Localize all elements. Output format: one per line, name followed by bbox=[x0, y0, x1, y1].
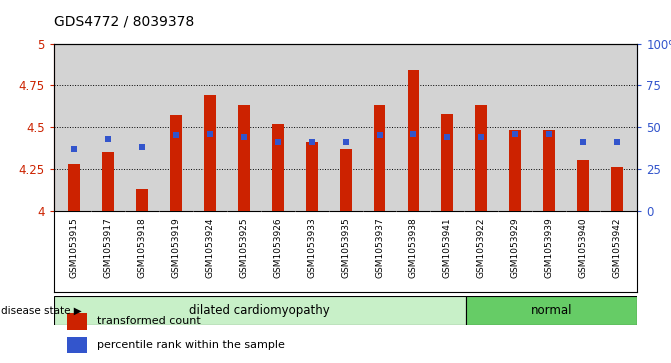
Text: GSM1053922: GSM1053922 bbox=[477, 217, 486, 278]
Bar bbox=[67, 313, 87, 330]
FancyBboxPatch shape bbox=[466, 296, 637, 325]
Bar bbox=[170, 115, 182, 211]
Bar bbox=[68, 164, 80, 211]
Text: GSM1053929: GSM1053929 bbox=[511, 217, 520, 278]
Bar bbox=[611, 167, 623, 211]
Bar bbox=[407, 70, 419, 211]
Text: normal: normal bbox=[531, 304, 572, 317]
Bar bbox=[136, 189, 148, 211]
Bar bbox=[544, 130, 555, 211]
Bar bbox=[374, 105, 385, 211]
Bar bbox=[577, 160, 589, 211]
Bar bbox=[67, 337, 87, 354]
Text: dilated cardiomyopathy: dilated cardiomyopathy bbox=[189, 304, 330, 317]
Text: GSM1053939: GSM1053939 bbox=[545, 217, 554, 278]
Text: GSM1053917: GSM1053917 bbox=[103, 217, 113, 278]
Text: GSM1053926: GSM1053926 bbox=[273, 217, 282, 278]
Text: GSM1053933: GSM1053933 bbox=[307, 217, 316, 278]
Text: disease state ▶: disease state ▶ bbox=[1, 305, 81, 315]
Text: GSM1053915: GSM1053915 bbox=[70, 217, 79, 278]
Text: GSM1053925: GSM1053925 bbox=[240, 217, 248, 278]
Text: GSM1053938: GSM1053938 bbox=[409, 217, 418, 278]
Bar bbox=[442, 114, 454, 211]
Text: percentile rank within the sample: percentile rank within the sample bbox=[97, 340, 285, 350]
Text: GDS4772 / 8039378: GDS4772 / 8039378 bbox=[54, 15, 194, 29]
Text: GSM1053924: GSM1053924 bbox=[205, 217, 214, 278]
Text: GSM1053937: GSM1053937 bbox=[375, 217, 384, 278]
Bar bbox=[509, 130, 521, 211]
Text: GSM1053942: GSM1053942 bbox=[613, 217, 621, 278]
Bar bbox=[306, 142, 317, 211]
Text: transformed count: transformed count bbox=[97, 316, 201, 326]
Text: GSM1053941: GSM1053941 bbox=[443, 217, 452, 278]
Bar bbox=[475, 105, 487, 211]
Text: GSM1053918: GSM1053918 bbox=[138, 217, 146, 278]
Text: GSM1053919: GSM1053919 bbox=[171, 217, 180, 278]
Text: GSM1053935: GSM1053935 bbox=[341, 217, 350, 278]
Bar bbox=[238, 105, 250, 211]
Bar bbox=[102, 152, 114, 211]
Bar bbox=[272, 124, 284, 211]
Bar bbox=[340, 149, 352, 211]
FancyBboxPatch shape bbox=[54, 296, 466, 325]
Bar bbox=[204, 95, 216, 211]
Text: GSM1053940: GSM1053940 bbox=[578, 217, 588, 278]
